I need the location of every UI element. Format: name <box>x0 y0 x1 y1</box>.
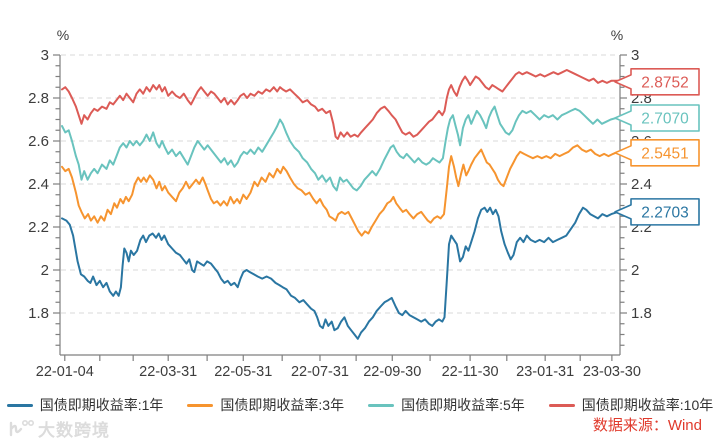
series-line-10y <box>61 69 619 140</box>
y-tick-label-right: 2 <box>631 262 639 279</box>
chart-legend: 国债即期收益率:1年 国债即期收益率:3年 国债即期收益率:5年 国债即期收益率:10… <box>0 395 720 415</box>
series-lines <box>61 69 619 340</box>
x-tick-label: 22-03-31 <box>139 364 197 380</box>
legend-label-3y: 国债即期收益率:3年 <box>220 397 345 413</box>
x-tick-label: 22-01-04 <box>36 364 94 380</box>
x-tick-label: 22-07-31 <box>291 364 349 380</box>
callout-box-5y <box>614 104 700 132</box>
legend-swatch-5y <box>368 403 395 407</box>
gridlines <box>61 54 619 314</box>
y-tick-label-left: 2.4 <box>28 176 49 193</box>
callout-value-10y: 2.8752 <box>641 74 688 91</box>
x-tick-label: 23-01-31 <box>516 364 574 380</box>
watermark-text: 大数跨境 <box>38 421 110 440</box>
y-tick-label-left: 2 <box>41 262 49 279</box>
watermark: 大数跨境 <box>8 416 110 441</box>
callout-value-3y: 2.5451 <box>641 145 688 162</box>
legend-label-10y: 国债即期收益率:10年 <box>581 397 714 413</box>
axes <box>59 55 621 356</box>
legend-item-5y: 国债即期收益率:5年 <box>368 395 525 415</box>
series-line-5y <box>61 105 619 192</box>
legend-swatch-1y <box>6 403 33 407</box>
y-tick-label-left: 2.8 <box>28 90 49 107</box>
x-tick-label: 22-05-31 <box>214 364 272 380</box>
y-tick-label-right: 3 <box>631 47 639 64</box>
last-value-callouts: 2.2703 2.5451 2.7070 2.8752 <box>614 68 700 226</box>
footer-row: 大数跨境 数据来源：Wind <box>0 412 720 442</box>
callout-box-10y <box>614 68 700 96</box>
legend-label-5y: 国债即期收益率:5年 <box>401 397 525 413</box>
callout-value-5y: 2.7070 <box>641 110 689 127</box>
y-tick-label-left: 3 <box>41 47 49 64</box>
legend-swatch-3y <box>187 403 214 407</box>
series-line-3y <box>61 144 619 237</box>
y-axis-unit-right: % <box>611 27 623 43</box>
y-tick-label-left: 1.8 <box>28 305 49 322</box>
callout-value-1y: 2.2703 <box>641 204 688 221</box>
x-axis-ticks: 22-01-04 22-03-31 22-05-31 22-07-31 22-09-30… <box>36 355 641 380</box>
legend-label-1y: 国债即期收益率:1年 <box>39 397 164 413</box>
callout-box-1y <box>614 198 700 226</box>
y-tick-label-left: 2.2 <box>28 219 49 236</box>
legend-swatch-10y <box>548 403 575 407</box>
watermark-logo-icon <box>9 419 34 436</box>
legend-item-1y: 国债即期收益率:1年 <box>6 395 164 415</box>
series-line-1y <box>61 206 619 340</box>
y-tick-label-right: 1.8 <box>631 305 652 322</box>
y-tick-label-right: 2.4 <box>631 176 652 193</box>
y-axis-unit-left: % <box>57 27 69 43</box>
x-tick-label: 23-03-30 <box>583 364 641 380</box>
x-tick-label: 22-11-30 <box>442 364 499 380</box>
x-tick-label: 22-09-30 <box>363 364 421 380</box>
legend-item-10y: 国债即期收益率:10年 <box>548 395 714 415</box>
legend-item-3y: 国债即期收益率:3年 <box>187 395 344 415</box>
callout-box-3y <box>614 139 700 167</box>
y-tick-label-left: 2.6 <box>28 133 49 150</box>
data-source-label: 数据来源：Wind <box>592 417 702 434</box>
